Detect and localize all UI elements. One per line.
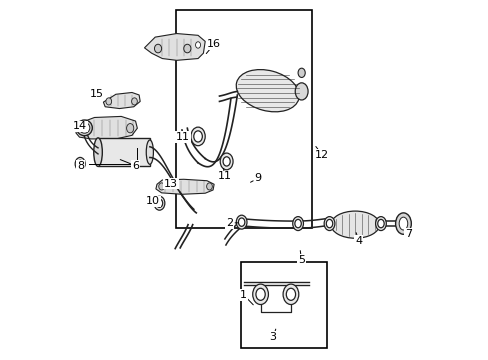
Text: 5: 5	[298, 255, 305, 265]
Bar	[98, 138, 149, 166]
Ellipse shape	[283, 284, 298, 305]
Text: 1: 1	[240, 290, 247, 300]
Text: 16: 16	[207, 39, 221, 49]
Ellipse shape	[146, 140, 153, 164]
Ellipse shape	[154, 196, 164, 210]
Ellipse shape	[398, 217, 407, 230]
Ellipse shape	[395, 213, 410, 234]
Ellipse shape	[294, 219, 301, 228]
Ellipse shape	[183, 44, 190, 53]
Text: 2: 2	[225, 218, 233, 228]
Ellipse shape	[156, 199, 163, 207]
Text: 8: 8	[77, 161, 84, 171]
Ellipse shape	[79, 122, 90, 133]
Ellipse shape	[154, 44, 162, 53]
Polygon shape	[156, 179, 214, 194]
Ellipse shape	[106, 98, 111, 105]
Ellipse shape	[375, 217, 386, 230]
Ellipse shape	[80, 123, 87, 133]
Text: 4: 4	[354, 236, 362, 246]
Text: 12: 12	[315, 150, 329, 160]
Polygon shape	[76, 116, 137, 139]
Text: 13: 13	[164, 179, 178, 189]
Ellipse shape	[77, 160, 83, 168]
Ellipse shape	[206, 183, 212, 190]
Ellipse shape	[377, 219, 384, 228]
Text: 15: 15	[90, 89, 104, 99]
Ellipse shape	[75, 157, 85, 170]
Ellipse shape	[295, 83, 307, 100]
Ellipse shape	[292, 217, 303, 230]
Ellipse shape	[236, 69, 299, 112]
Ellipse shape	[298, 68, 305, 77]
Ellipse shape	[190, 127, 205, 146]
Bar	[176, 10, 312, 228]
Polygon shape	[144, 33, 205, 60]
Ellipse shape	[324, 217, 334, 230]
Text: 7: 7	[405, 229, 411, 239]
Ellipse shape	[126, 123, 134, 133]
Text: 14: 14	[73, 121, 87, 131]
Polygon shape	[103, 93, 140, 109]
Ellipse shape	[94, 138, 102, 166]
Ellipse shape	[195, 42, 200, 48]
Text: 6: 6	[132, 161, 139, 171]
Text: 10: 10	[146, 197, 160, 206]
Ellipse shape	[77, 120, 92, 136]
Ellipse shape	[223, 157, 230, 166]
Text: 3: 3	[269, 332, 276, 342]
Bar	[241, 262, 326, 348]
Ellipse shape	[255, 288, 264, 300]
Ellipse shape	[193, 131, 202, 142]
Ellipse shape	[131, 98, 137, 105]
Ellipse shape	[220, 153, 233, 170]
Ellipse shape	[252, 284, 268, 305]
Ellipse shape	[159, 183, 164, 190]
Ellipse shape	[325, 219, 332, 228]
Ellipse shape	[285, 288, 295, 300]
Text: 11: 11	[176, 132, 190, 142]
Ellipse shape	[238, 218, 244, 226]
Ellipse shape	[236, 215, 246, 229]
Text: 11: 11	[218, 171, 231, 181]
Text: 9: 9	[254, 173, 261, 183]
Ellipse shape	[330, 211, 379, 238]
